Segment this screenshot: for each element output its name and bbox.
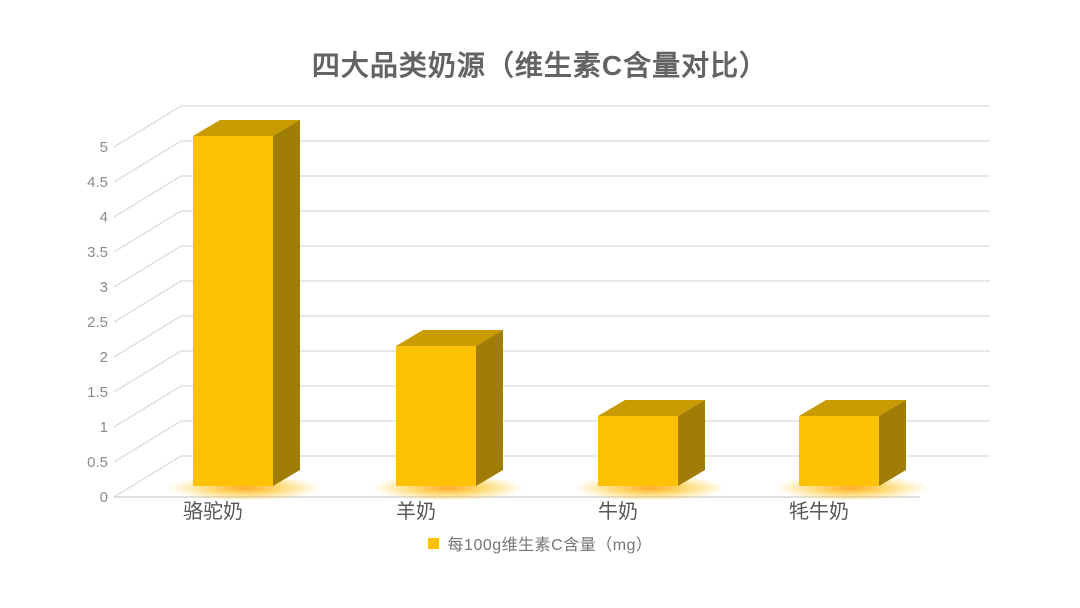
y-axis-tick-label: 4.5 [87,174,108,191]
y-axis-tick-label: 5 [100,139,108,156]
y-axis-tick-label: 2 [100,349,108,366]
gridline-depth-segment [113,245,182,288]
bar-front-face [396,346,476,486]
gridline-depth-segment [113,420,182,463]
y-axis-tick-label: 1 [100,419,108,436]
gridline-depth-segment [113,105,182,148]
bar-front-face [598,416,678,486]
category-label: 牦牛奶 [789,500,849,523]
gridline-depth-segment [113,455,182,498]
bar-side-face [678,400,705,486]
y-axis-tick-label: 3 [100,279,108,296]
bar-front-face [799,416,879,486]
gridline-depth-segment [113,175,182,218]
gridline-depth-segment [113,210,182,253]
bar-top-face [799,400,906,416]
bar-side-face [879,400,906,486]
gridline-depth-segment [113,140,182,183]
legend-swatch-icon [427,537,439,549]
y-axis-tick-label: 2.5 [87,314,108,331]
gridline-depth-segment [113,350,182,393]
y-axis-tick-label: 3.5 [87,244,108,261]
chart-title: 四大品类奶源（维生素C含量对比） [311,50,769,81]
y-axis-tick-label: 4 [100,209,108,226]
category-label: 牛奶 [598,500,638,523]
y-axis-tick-label: 1.5 [87,384,108,401]
bar-top-face [193,120,300,136]
bar-side-face [476,330,503,486]
bar-side-face [273,120,300,486]
legend-label: 每100g维生素C含量（mg） [447,537,653,554]
gridline-depth-segment [113,385,182,428]
bar-top-face [598,400,705,416]
y-axis-tick-label: 0.5 [87,454,108,471]
bar-front-face [193,136,273,486]
gridline-depth-segment [113,280,182,323]
chart-legend: 每100g维生素C含量（mg） [0,531,1080,555]
y-axis-tick-label: 0 [100,489,108,506]
category-label: 骆驼奶 [183,500,243,523]
bar-top-face [396,330,503,346]
category-label: 羊奶 [396,500,436,523]
gridline-depth-segment [113,315,182,358]
